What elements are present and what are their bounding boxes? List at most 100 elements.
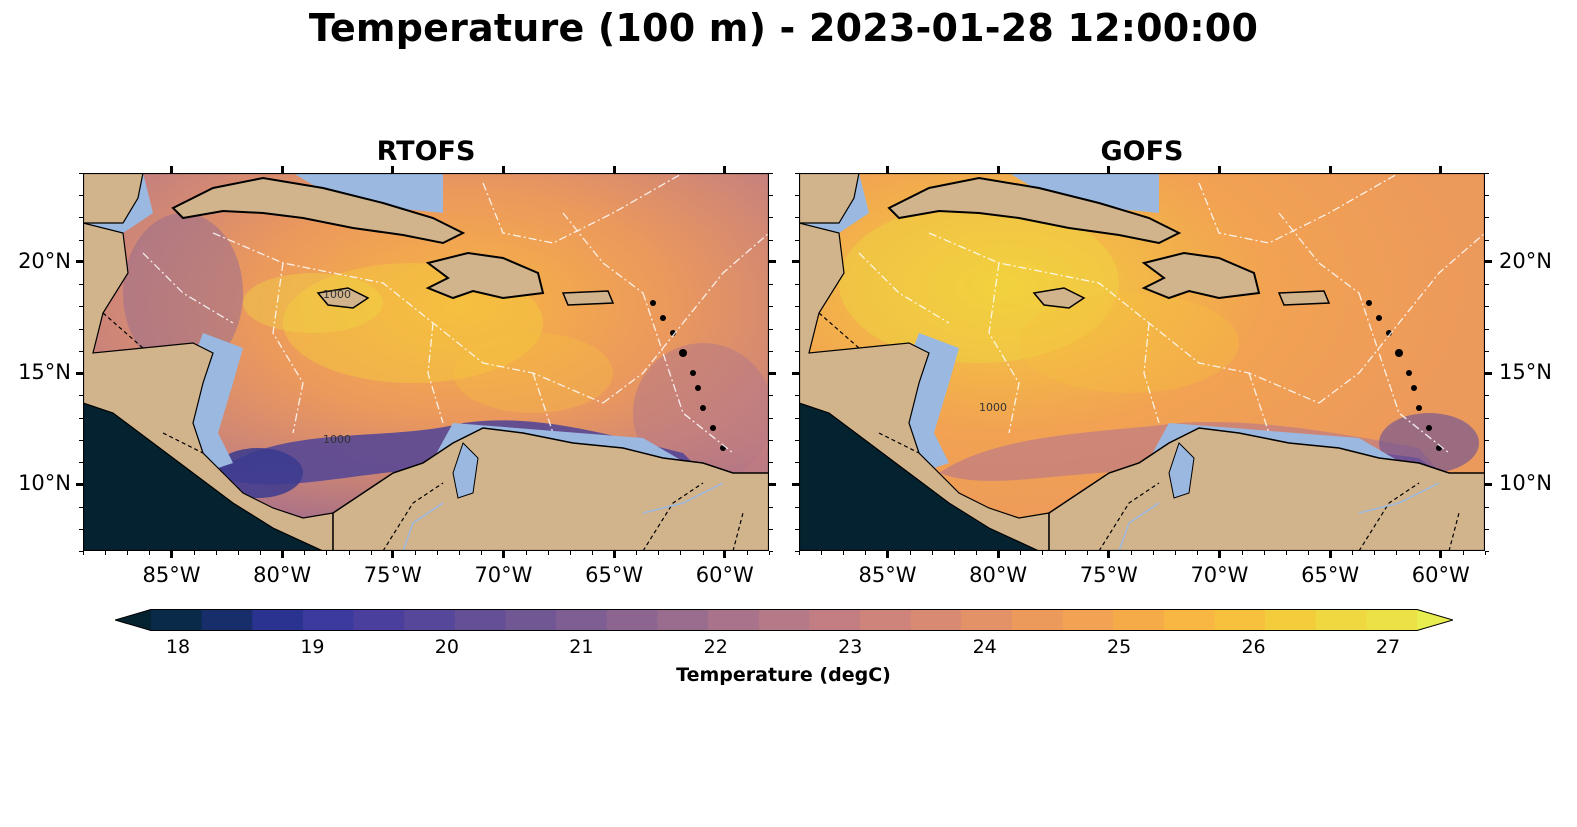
lat-minor-tick	[1485, 239, 1489, 241]
lat-minor-tick	[769, 261, 773, 263]
lat-minor-tick	[795, 173, 799, 174]
rivers	[402, 482, 724, 551]
lon-tick-label: 70°W	[1190, 563, 1249, 587]
lon-minor-tick	[414, 551, 416, 555]
land-yucatan	[83, 173, 144, 224]
lat-minor-tick	[79, 261, 83, 263]
lon-minor-tick	[547, 551, 549, 555]
land-hispaniola	[1141, 251, 1261, 300]
lat-minor-tick	[795, 439, 799, 441]
lat-minor-tick	[79, 551, 83, 552]
colorbar-tick-label: 26	[1241, 636, 1266, 658]
country-borders	[818, 312, 1460, 551]
lon-minor-tick	[1241, 551, 1243, 555]
lon-tick-mark	[170, 166, 174, 173]
lon-minor-tick	[1263, 551, 1265, 555]
lon-minor-tick	[1086, 551, 1088, 555]
colorbar-tick-label: 19	[300, 636, 325, 658]
lon-minor-tick	[1219, 551, 1221, 555]
lon-minor-tick	[127, 551, 129, 555]
lon-tick-label: 85°W	[858, 563, 917, 587]
lat-minor-tick	[1485, 373, 1489, 375]
lat-minor-tick	[1485, 395, 1489, 397]
colorbar-segment	[1214, 609, 1266, 631]
lon-minor-tick	[799, 551, 800, 555]
lat-minor-tick	[795, 506, 799, 508]
colorbar-segment	[758, 609, 810, 631]
lon-minor-tick	[370, 551, 372, 555]
lon-tick-mark	[280, 166, 284, 173]
figure-title: Temperature (100 m) - 2023-01-28 12:00:0…	[308, 6, 1259, 50]
lon-minor-tick	[459, 551, 461, 555]
lon-tick-label: 75°W	[1079, 563, 1138, 587]
colorbar-tick-label: 27	[1375, 636, 1401, 658]
lat-minor-tick	[79, 528, 83, 530]
lon-minor-tick	[1330, 551, 1332, 555]
colorbar-segment	[1315, 609, 1367, 631]
colorbar-segment	[302, 609, 355, 631]
lon-tick-mark	[1328, 166, 1332, 173]
land-jamaica	[316, 287, 370, 309]
lon-minor-tick	[171, 551, 173, 555]
lon-tick-label: 65°W	[1301, 563, 1360, 587]
lat-minor-tick	[795, 417, 799, 419]
lat-minor-tick	[79, 306, 83, 308]
lon-minor-tick	[1462, 551, 1464, 555]
colorbar-segment	[252, 609, 304, 631]
pacific-ocean	[83, 403, 323, 551]
lat-minor-tick	[769, 195, 773, 197]
lon-tick-mark	[391, 166, 395, 173]
colorbar-segment	[201, 609, 253, 631]
lat-minor-tick	[1485, 484, 1489, 486]
map-frame	[799, 173, 1485, 551]
colorbar-tick-label: 23	[838, 636, 863, 658]
colorbar-segment	[859, 609, 912, 631]
lat-tick-label: 20°N	[1499, 248, 1552, 273]
lon-tick-mark	[501, 166, 505, 173]
lat-minor-tick	[795, 528, 799, 530]
lon-tick-label: 80°W	[969, 563, 1028, 587]
lat-minor-tick	[769, 439, 773, 441]
lat-minor-tick	[1485, 173, 1489, 174]
colorbar-tick-label: 21	[569, 636, 594, 658]
land-puerto-rico	[1277, 290, 1331, 306]
lat-minor-tick	[769, 551, 773, 552]
lon-tick-mark	[1439, 166, 1443, 173]
lat-minor-tick	[1485, 506, 1489, 508]
lat-minor-tick	[1485, 417, 1489, 419]
map-frame	[83, 173, 769, 551]
lat-minor-tick	[79, 328, 83, 330]
lon-minor-tick	[304, 551, 306, 555]
lon-minor-tick	[525, 551, 527, 555]
lat-minor-tick	[79, 462, 83, 464]
land-puerto-rico	[561, 290, 615, 306]
colorbar-outline	[115, 609, 1453, 631]
warm-eddy	[243, 273, 383, 333]
lat-minor-tick	[769, 528, 773, 530]
colorbar-segment	[353, 609, 405, 631]
eez-boundaries	[142, 173, 769, 454]
lesser-antilles	[650, 300, 726, 451]
lon-minor-tick	[931, 551, 933, 555]
colorbar-segment	[1011, 609, 1064, 631]
lat-minor-tick	[769, 506, 773, 508]
land-yucatan	[799, 173, 860, 224]
lat-minor-tick	[769, 239, 773, 241]
lon-minor-tick	[1108, 551, 1110, 555]
colorbar	[115, 609, 1453, 631]
lon-minor-tick	[865, 551, 867, 555]
lon-minor-tick	[503, 551, 505, 555]
shelf-water	[1009, 173, 1159, 213]
lat-minor-tick	[79, 217, 83, 219]
colorbar-label: Temperature (degC)	[676, 664, 891, 686]
contour-label: 1000	[979, 401, 1007, 414]
lon-minor-tick	[680, 551, 682, 555]
lat-minor-tick	[769, 417, 773, 419]
lon-minor-tick	[1064, 551, 1066, 555]
colorbar-segment	[910, 609, 962, 631]
lat-minor-tick	[795, 261, 799, 263]
lon-minor-tick	[1485, 551, 1486, 555]
lat-minor-tick	[1485, 439, 1489, 441]
lon-minor-tick	[909, 551, 911, 555]
lat-tick-label: 10°N	[1499, 471, 1552, 496]
